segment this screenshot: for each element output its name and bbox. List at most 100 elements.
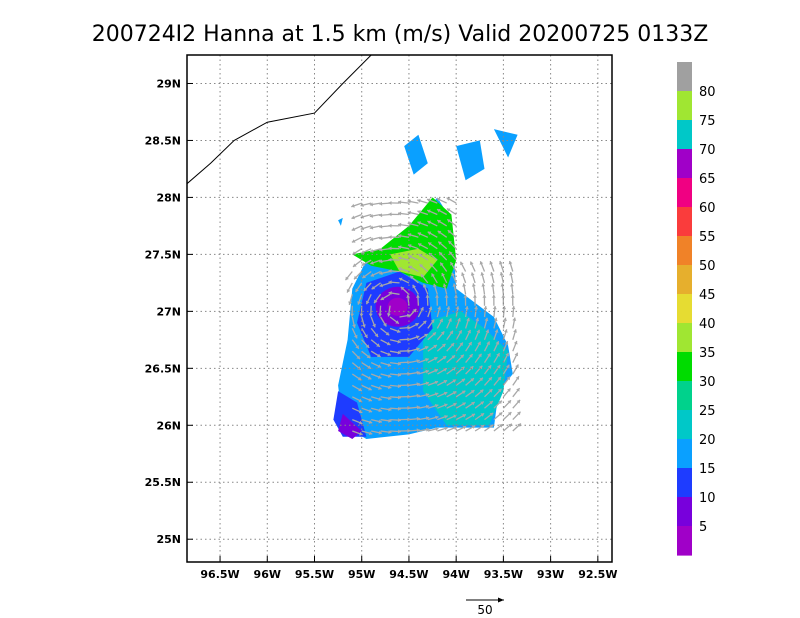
colorbar-label: 35 (699, 346, 716, 361)
wind-vector-head (362, 324, 366, 328)
wind-vector-head (443, 368, 447, 372)
wind-vector-head (454, 294, 458, 298)
wind-vector-head (350, 313, 355, 317)
colorbar-label: 45 (699, 288, 716, 303)
wind-vector-head (513, 341, 518, 345)
wind-vector-head (462, 283, 467, 287)
wind-vector-head (352, 324, 356, 328)
y-tick-label: 26.5N (145, 362, 181, 375)
wind-vector-head (451, 355, 455, 359)
x-tick-label: 95.5W (295, 568, 334, 581)
wind-vector-head (379, 271, 383, 276)
wind-vector-head (497, 388, 502, 393)
colorbar-swatch (677, 120, 692, 150)
wind-vector-head (416, 405, 420, 410)
wind-vector-head (351, 239, 356, 243)
wind-vector-head (407, 313, 411, 318)
wind-vector-head (471, 283, 476, 287)
wind-vector-head (363, 287, 368, 291)
wind-vector-head (361, 262, 366, 266)
wind-vector-head (437, 220, 441, 224)
wind-vector-head (495, 341, 500, 345)
wind-vector-head (486, 341, 490, 345)
wind-vector-head (425, 381, 429, 386)
x-tick-label: 95W (348, 568, 375, 581)
wind-vector-head (412, 308, 417, 313)
wind-vector-head (436, 197, 441, 202)
wind-vector-head (442, 283, 447, 287)
wind-vector-head (484, 317, 489, 322)
wind-vector-head (506, 376, 510, 381)
wind-vector-head (496, 365, 501, 369)
wind-vector-head (480, 401, 484, 405)
wind-vector-head (437, 306, 442, 310)
wind-vector-head (432, 332, 436, 336)
wind-vector-head (444, 415, 448, 419)
wind-vector-head (439, 318, 443, 323)
wind-vector-head (368, 420, 373, 424)
wind-vector-head (388, 280, 392, 285)
wind-vector-head (434, 404, 439, 408)
wind-vector-head (487, 365, 492, 369)
wind-vector-head (462, 402, 466, 406)
wind-vector-head (357, 301, 361, 305)
wind-vector-head (504, 341, 509, 345)
y-tick-label: 25.5N (145, 476, 181, 489)
coastline (187, 55, 372, 185)
wind-vector-head (351, 203, 355, 208)
wind-vector-head (388, 396, 392, 401)
wind-vector-head (507, 400, 511, 404)
wind-vector-head (512, 317, 517, 321)
wind-vector-head (387, 363, 392, 367)
wind-vector-head (515, 376, 519, 380)
wind-vector-head (516, 399, 521, 404)
wind-vector-head (517, 423, 521, 427)
wind-vector-head (489, 261, 494, 265)
wind-vector-head (433, 357, 438, 361)
x-tick-label: 93W (537, 568, 564, 581)
wind-vector-head (416, 294, 420, 298)
wind-vector-head (388, 385, 392, 390)
wind-vector-head (471, 425, 476, 429)
wind-vector-head (498, 400, 502, 405)
wind-vector-head (440, 262, 444, 267)
wind-vector-head (416, 347, 420, 352)
wind-vector-head (499, 424, 503, 428)
wind-vector-head (478, 353, 482, 358)
wind-vector-head (425, 358, 429, 362)
wind-vector-head (377, 375, 382, 379)
wind-vector-head (378, 313, 383, 317)
wind-vector-head (489, 401, 493, 405)
wind-vector-head (509, 272, 514, 276)
wind-vector-head (483, 306, 488, 310)
colorbar-label: 30 (699, 375, 716, 390)
wind-vector-head (435, 415, 439, 420)
wind-vector-head (459, 342, 463, 347)
wind-vector-head (422, 284, 427, 288)
y-axis: 25N 25.5N 26N 26.5N 27N 27.5N 28N 28.5N 29N (145, 77, 193, 546)
x-tick-label: 96.5W (200, 568, 239, 581)
wind-vector-head (388, 246, 392, 251)
wind-vector-head (478, 365, 483, 370)
colorbar-label: 40 (699, 317, 716, 332)
wind-vector-head (481, 283, 486, 287)
wind-vector-head (453, 402, 457, 407)
wind-vector-head (419, 264, 424, 268)
colorbar-swatch (677, 410, 692, 440)
wind-vector-head (452, 379, 457, 383)
reference-vector-label: 50 (477, 603, 492, 617)
wind-vector-head (453, 426, 457, 430)
wind-vector-head (358, 387, 362, 392)
colorbar-swatch (677, 207, 692, 237)
wind-vector-head (425, 294, 430, 298)
wind-vector-head (398, 222, 402, 227)
wind-vector-head (485, 329, 490, 334)
wind-vector-head (506, 364, 510, 369)
wind-vector-head (418, 254, 423, 258)
wind-vector-head (415, 335, 420, 340)
y-tick-label: 26N (156, 419, 181, 432)
wind-vector-head (356, 355, 360, 360)
wind-vector-head (417, 210, 421, 214)
plot-frame (186, 54, 613, 563)
